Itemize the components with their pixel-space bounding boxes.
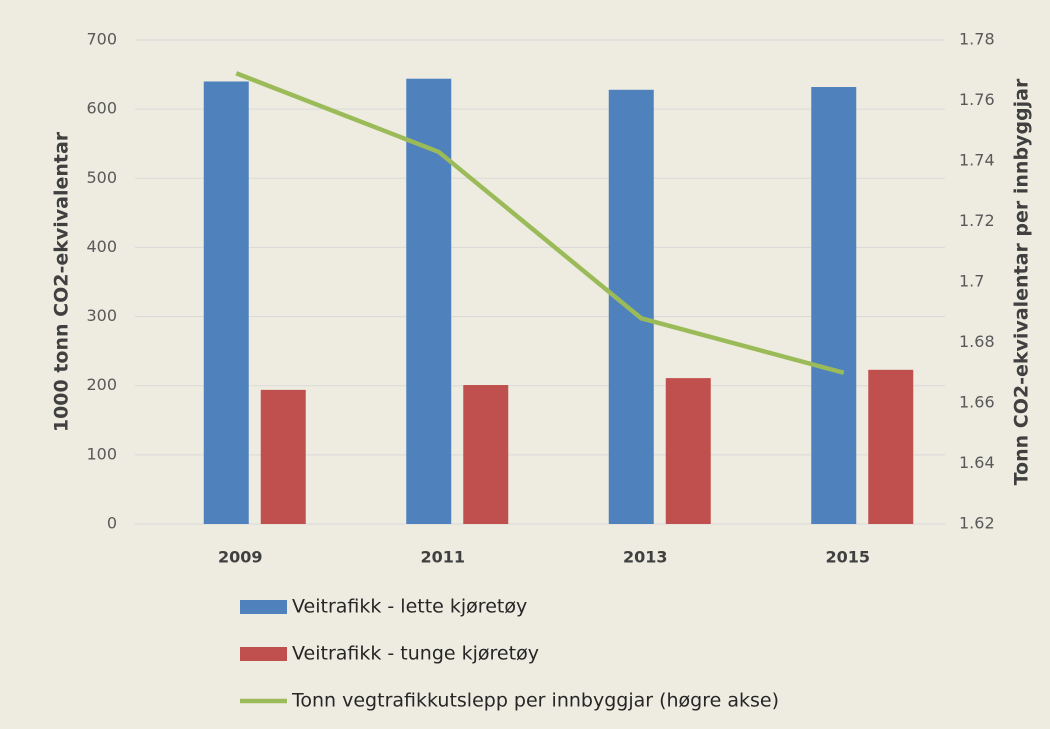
- y2-tick-label: 1.66: [959, 393, 995, 412]
- x-tick-label: 2013: [623, 548, 668, 567]
- y2-tick-label: 1.74: [959, 151, 995, 170]
- x-tick-label: 2011: [420, 548, 465, 567]
- legend-label: Veitrafikk - lette kjøretøy: [292, 596, 527, 618]
- bar: [463, 385, 509, 524]
- y-tick-label: 700: [86, 30, 117, 49]
- y-tick-label: 600: [86, 99, 117, 118]
- legend-label: Tonn vegtrafikkutslepp per innbyggjar (h…: [291, 690, 779, 712]
- bar: [811, 87, 857, 524]
- y-tick-label: 400: [86, 237, 117, 256]
- legend-label: Veitrafikk - tunge kjøretøy: [292, 643, 539, 665]
- bar: [868, 369, 914, 524]
- y-tick-label: 300: [86, 306, 117, 325]
- y-tick-label: 500: [86, 168, 117, 187]
- line-series: [235, 71, 845, 375]
- y2-tick-label: 1.72: [959, 211, 995, 230]
- bar: [406, 78, 452, 524]
- x-tick-label: 2009: [218, 548, 263, 567]
- y-axis-title: 1000 tonn CO2-ekvivalentar: [51, 131, 73, 432]
- bar: [203, 81, 249, 524]
- y2-tick-label: 1.62: [959, 514, 995, 533]
- y2-tick-label: 1.68: [959, 332, 995, 351]
- y-tick-label: 0: [107, 514, 117, 533]
- bar: [260, 389, 306, 524]
- y2-tick-label: 1.78: [959, 30, 995, 49]
- y2-tick-label: 1.7: [959, 272, 984, 291]
- y-tick-label: 100: [86, 444, 117, 463]
- y2-tick-label: 1.76: [959, 90, 995, 109]
- legend-swatch: [240, 647, 287, 661]
- x-tick-label: 2015: [825, 548, 870, 567]
- y2-tick-label: 1.64: [959, 453, 995, 472]
- y-tick-label: 200: [86, 375, 117, 394]
- y2-axis-title: Tonn CO2-ekvivalentar per innbyggjar: [1011, 78, 1033, 485]
- legend-swatch: [240, 600, 287, 614]
- bar: [608, 89, 654, 524]
- bar: [665, 378, 711, 524]
